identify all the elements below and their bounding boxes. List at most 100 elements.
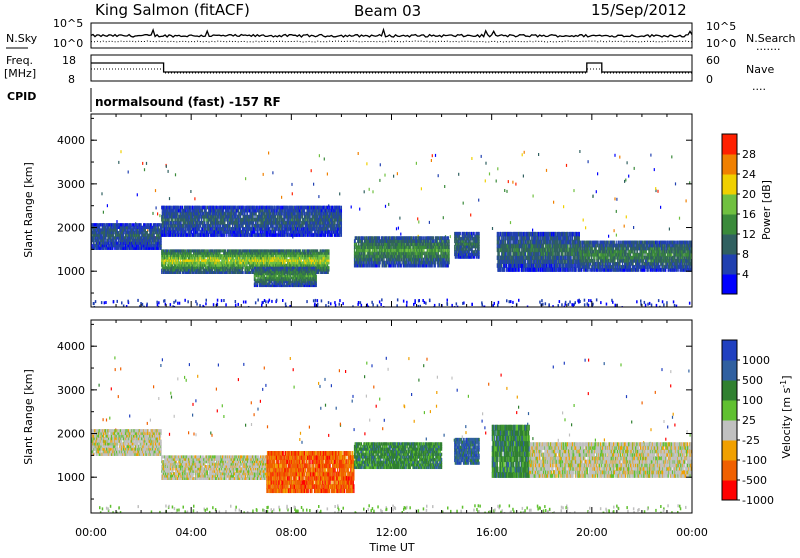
noise-left-tick-high: 10^5 xyxy=(53,17,83,30)
ground-scatter-cell xyxy=(584,303,586,306)
sparse-echo-cell xyxy=(496,180,497,183)
ground-scatter-cell xyxy=(261,304,263,307)
sparse-echo-cell xyxy=(107,204,108,207)
ground-scatter-cell xyxy=(177,302,179,305)
sparse-echo-cell xyxy=(175,173,176,176)
sparse-echo-cell xyxy=(393,175,394,178)
ground-scatter-cell xyxy=(342,302,344,305)
ground-scatter-cell xyxy=(481,301,483,304)
ground-scatter-cell xyxy=(456,302,458,305)
echo-cell xyxy=(243,271,244,274)
echo-cell xyxy=(328,266,329,269)
ground-scatter-cell xyxy=(137,299,139,302)
sparse-echo-cell xyxy=(588,160,589,163)
sparse-echo-cell xyxy=(585,226,586,229)
sparse-echo-cell xyxy=(417,217,418,220)
sparse-echo-cell xyxy=(616,234,617,237)
ground-scatter-cell xyxy=(117,300,119,303)
ground-scatter-cell xyxy=(179,302,181,305)
nave-legend: .... xyxy=(752,80,766,93)
sparse-echo-cell xyxy=(157,212,158,215)
echo-cell xyxy=(190,206,191,210)
nave-tick-high: 60 xyxy=(706,54,720,67)
sparse-echo-cell xyxy=(388,203,389,206)
sparse-echo-cell xyxy=(634,167,635,170)
ground-scatter-cell xyxy=(539,301,541,304)
sparse-echo-cell xyxy=(281,196,282,199)
sparse-echo-cell xyxy=(512,181,513,184)
ground-scatter-cell xyxy=(451,304,453,307)
ground-scatter-cell xyxy=(264,299,266,302)
sparse-echo-cell xyxy=(120,150,121,153)
ground-scatter-cell xyxy=(335,304,337,307)
sparse-echo-cell xyxy=(481,155,482,158)
sparse-echo-cell xyxy=(489,172,490,175)
sparse-echo-cell xyxy=(614,229,615,232)
ground-scatter-cell xyxy=(235,304,237,307)
ground-scatter-cell xyxy=(217,299,219,302)
sparse-echo-cell xyxy=(657,190,658,193)
sparse-echo-cell xyxy=(396,227,397,230)
sparse-echo-cell xyxy=(583,219,584,222)
echo-cell xyxy=(221,249,222,252)
cpid-text: normalsound (fast) -157 RF xyxy=(95,95,281,109)
ground-scatter-cell xyxy=(418,299,420,302)
sparse-echo-cell xyxy=(563,205,564,208)
ground-scatter-cell xyxy=(571,303,573,306)
sparse-echo-cell xyxy=(675,182,676,185)
cpid-label: CPID xyxy=(7,90,36,103)
sparse-echo-cell xyxy=(155,189,156,192)
sparse-echo-cell xyxy=(614,197,615,200)
ground-scatter-cell xyxy=(425,302,427,305)
sparse-echo-cell xyxy=(292,192,293,195)
ground-scatter-cell xyxy=(187,300,189,303)
sparse-echo-cell xyxy=(358,152,359,155)
sparse-echo-cell xyxy=(485,179,486,182)
sparse-echo-cell xyxy=(156,206,157,209)
ground-scatter-cell xyxy=(121,301,123,304)
sparse-echo-cell xyxy=(624,225,625,228)
sparse-echo-cell xyxy=(478,199,479,202)
ground-scatter-cell xyxy=(606,303,608,306)
sparse-echo-cell xyxy=(546,169,547,172)
sparse-echo-cell xyxy=(510,221,511,224)
ground-scatter-cell xyxy=(647,303,649,306)
ground-scatter-cell xyxy=(361,304,363,307)
frequency-line xyxy=(91,63,692,72)
sparse-echo-cell xyxy=(608,235,609,238)
ground-scatter-cell xyxy=(339,299,341,302)
ground-scatter-cell xyxy=(645,304,647,307)
sparse-echo-cell xyxy=(679,217,680,220)
noise-sky-line xyxy=(91,30,692,37)
ground-scatter-cell xyxy=(238,303,240,306)
sparse-echo-cell xyxy=(118,161,119,164)
ground-scatter-cell xyxy=(592,303,594,306)
sparse-echo-cell xyxy=(492,227,493,230)
sparse-echo-cell xyxy=(508,180,509,183)
echo-cell xyxy=(316,267,317,270)
ground-scatter-cell xyxy=(158,301,160,304)
sparse-echo-cell xyxy=(616,210,617,213)
sparse-echo-cell xyxy=(366,162,367,165)
ground-scatter-cell xyxy=(413,303,415,306)
sparse-echo-cell xyxy=(364,190,365,193)
sparse-echo-cell xyxy=(485,162,486,165)
ground-scatter-cell xyxy=(306,300,308,303)
sparse-echo-cell xyxy=(272,171,273,174)
sparse-echo-cell xyxy=(553,201,554,204)
ground-scatter-cell xyxy=(380,303,382,306)
sparse-echo-cell xyxy=(628,175,629,178)
sparse-echo-cell xyxy=(327,173,328,176)
ground-scatter-cell xyxy=(95,300,97,303)
ground-scatter-cell xyxy=(184,299,186,302)
ground-scatter-cell xyxy=(315,299,317,302)
ground-scatter-cell xyxy=(314,304,316,307)
sparse-echo-cell xyxy=(397,172,398,175)
sparse-echo-cell xyxy=(369,188,370,191)
ground-scatter-cell xyxy=(221,299,223,302)
sparse-echo-cell xyxy=(429,221,430,224)
ground-scatter-cell xyxy=(235,300,237,303)
sparse-echo-cell xyxy=(463,202,464,205)
sparse-echo-cell xyxy=(159,214,160,217)
sparse-echo-cell xyxy=(432,154,433,157)
